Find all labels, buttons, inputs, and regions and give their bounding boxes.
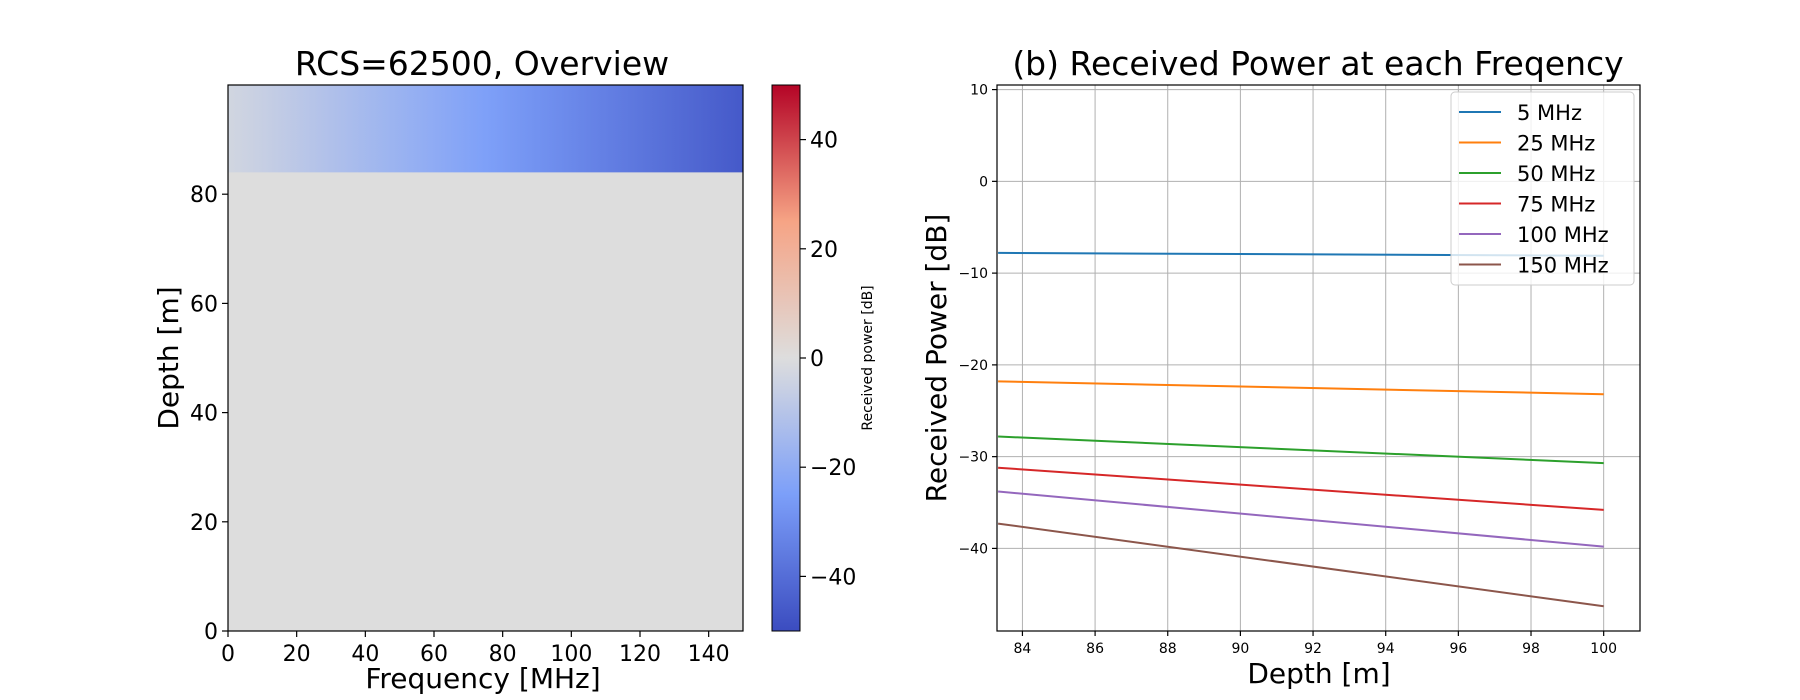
legend-label: 5 MHz xyxy=(1517,101,1582,125)
colorbar: −40 −20 0 20 40 Received power [dB] xyxy=(771,84,876,632)
series-line-4 xyxy=(998,490,1604,548)
legend-label: 100 MHz xyxy=(1517,223,1609,247)
heatmap-background xyxy=(228,85,743,631)
line-x-tick-label: 92 xyxy=(1304,641,1322,657)
heatmap-x-label: Frequency [MHz] xyxy=(365,662,600,695)
heatmap-y-label: Depth [m] xyxy=(152,286,185,429)
heatmap-x-tick-label: 40 xyxy=(351,642,379,667)
line-chart-x-axis: 84 86 88 90 92 94 96 98 100 xyxy=(1014,631,1617,657)
legend-label: 50 MHz xyxy=(1517,162,1595,186)
line-chart-x-label: Depth [m] xyxy=(1247,657,1390,690)
colorbar-tick-label: 0 xyxy=(810,347,824,372)
heatmap-data-region xyxy=(228,85,743,173)
line-chart-title: (b) Received Power at each Freqency xyxy=(1012,44,1623,83)
heatmap-x-tick-label: 20 xyxy=(283,642,311,667)
legend-label: 25 MHz xyxy=(1517,132,1595,156)
heatmap-y-tick-label: 60 xyxy=(190,292,218,317)
heatmap-y-axis: 0 20 40 60 80 xyxy=(190,183,228,645)
line-x-tick-label: 90 xyxy=(1231,641,1249,657)
colorbar-label: Received power [dB] xyxy=(860,285,876,430)
heatmap-y-tick-label: 20 xyxy=(190,511,218,536)
line-chart-y-label: Received Power [dB] xyxy=(920,214,953,503)
line-chart-frame xyxy=(996,84,1641,632)
colorbar-tick-label: −40 xyxy=(810,565,856,590)
line-x-tick-label: 86 xyxy=(1086,641,1104,657)
heatmap-y-tick-label: 0 xyxy=(204,620,218,645)
heatmap-x-tick-label: 120 xyxy=(619,642,661,667)
legend-label: 150 MHz xyxy=(1517,254,1609,278)
heatmap-y-tick-label: 80 xyxy=(190,183,218,208)
legend-label: 75 MHz xyxy=(1517,193,1595,217)
colorbar-tick-label: −20 xyxy=(810,456,856,481)
colorbar-tick-label: 20 xyxy=(810,238,838,263)
line-chart-y-axis: 10 0 −10 −20 −30 −40 xyxy=(958,83,997,557)
heatmap-x-tick-label: 60 xyxy=(420,642,448,667)
line-chart-panel: (b) Received Power at each Freqency 84 86… xyxy=(920,44,1641,690)
heatmap-x-tick-label: 80 xyxy=(489,642,517,667)
line-chart-series xyxy=(997,251,1604,608)
series-line-3 xyxy=(998,466,1604,511)
line-x-tick-label: 94 xyxy=(1377,641,1395,657)
colorbar-gradient xyxy=(771,84,801,632)
heatmap-x-tick-label: 100 xyxy=(550,642,592,667)
line-x-tick-label: 88 xyxy=(1159,641,1177,657)
heatmap-x-tick-label: 0 xyxy=(221,642,235,667)
heatmap-frame xyxy=(227,84,744,632)
line-y-tick-label: −40 xyxy=(958,541,988,557)
line-y-tick-label: 10 xyxy=(970,83,988,99)
line-y-tick-label: −20 xyxy=(958,358,988,374)
heatmap-y-tick-label: 40 xyxy=(190,402,218,427)
line-y-tick-label: 0 xyxy=(979,174,988,190)
colorbar-tick-label: 40 xyxy=(810,129,838,154)
line-x-tick-label: 100 xyxy=(1590,641,1617,657)
heatmap-x-tick-label: 140 xyxy=(688,642,730,667)
line-x-tick-label: 96 xyxy=(1449,641,1467,657)
series-line-1 xyxy=(998,380,1604,396)
line-y-tick-label: −30 xyxy=(958,450,988,466)
legend-box xyxy=(1450,91,1635,286)
heatmap-panel: RCS=62500, Overview 0 20 40 60 80 100 120 140 0… xyxy=(152,44,744,695)
colorbar-ticks: −40 −20 0 20 40 xyxy=(800,129,856,590)
series-line-5 xyxy=(997,522,1604,608)
heatmap-plot-area xyxy=(227,84,744,632)
heatmap-title: RCS=62500, Overview xyxy=(295,44,669,83)
series-line-2 xyxy=(998,435,1604,465)
line-y-tick-label: −10 xyxy=(958,266,988,282)
heatmap-x-axis: 0 20 40 60 80 100 120 140 xyxy=(221,631,730,667)
line-x-tick-label: 98 xyxy=(1522,641,1540,657)
line-x-tick-label: 84 xyxy=(1014,641,1032,657)
line-chart-legend: 5 MHz 25 MHz 50 MHz 75 MHz 100 MHz 150 MHz xyxy=(1450,91,1635,286)
